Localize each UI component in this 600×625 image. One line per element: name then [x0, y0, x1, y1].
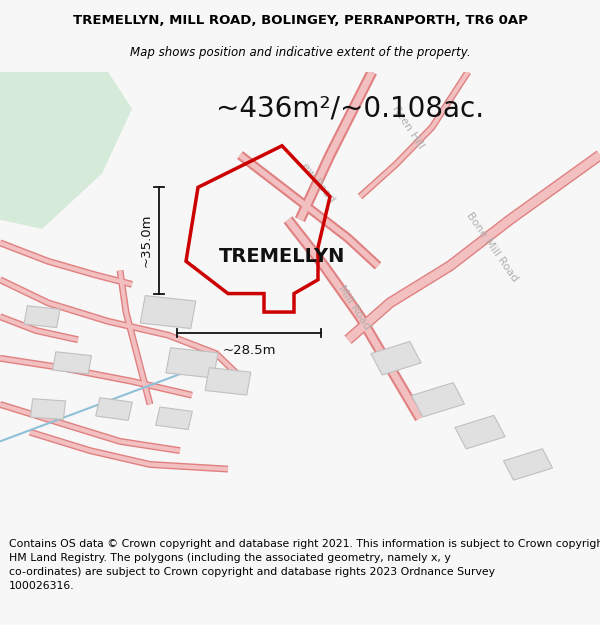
Bar: [24, 306, 60, 328]
Text: ~28.5m: ~28.5m: [222, 344, 276, 357]
Text: TREMELLYN: TREMELLYN: [219, 247, 345, 266]
Bar: [455, 416, 505, 449]
Bar: [205, 368, 251, 395]
Text: Contains OS data © Crown copyright and database right 2021. This information is : Contains OS data © Crown copyright and d…: [9, 539, 600, 591]
Bar: [371, 341, 421, 375]
Bar: [503, 449, 553, 480]
Text: Map shows position and indicative extent of the property.: Map shows position and indicative extent…: [130, 46, 470, 59]
Bar: [95, 398, 133, 421]
Bar: [155, 407, 193, 429]
Text: Mill Road: Mill Road: [336, 284, 372, 331]
Text: ew Road: ew Road: [299, 161, 337, 204]
Bar: [140, 296, 196, 329]
Polygon shape: [0, 72, 132, 229]
Text: Reen Hill: Reen Hill: [391, 104, 425, 151]
Bar: [31, 399, 65, 419]
Text: TREMELLYN, MILL ROAD, BOLINGEY, PERRANPORTH, TR6 0AP: TREMELLYN, MILL ROAD, BOLINGEY, PERRANPO…: [73, 14, 527, 28]
Text: Bone Mill Road: Bone Mill Road: [464, 211, 520, 284]
Text: ~35.0m: ~35.0m: [139, 214, 152, 268]
Bar: [53, 352, 91, 374]
Text: ~436m²/~0.108ac.: ~436m²/~0.108ac.: [216, 95, 484, 123]
Bar: [166, 348, 218, 378]
Bar: [412, 382, 464, 417]
